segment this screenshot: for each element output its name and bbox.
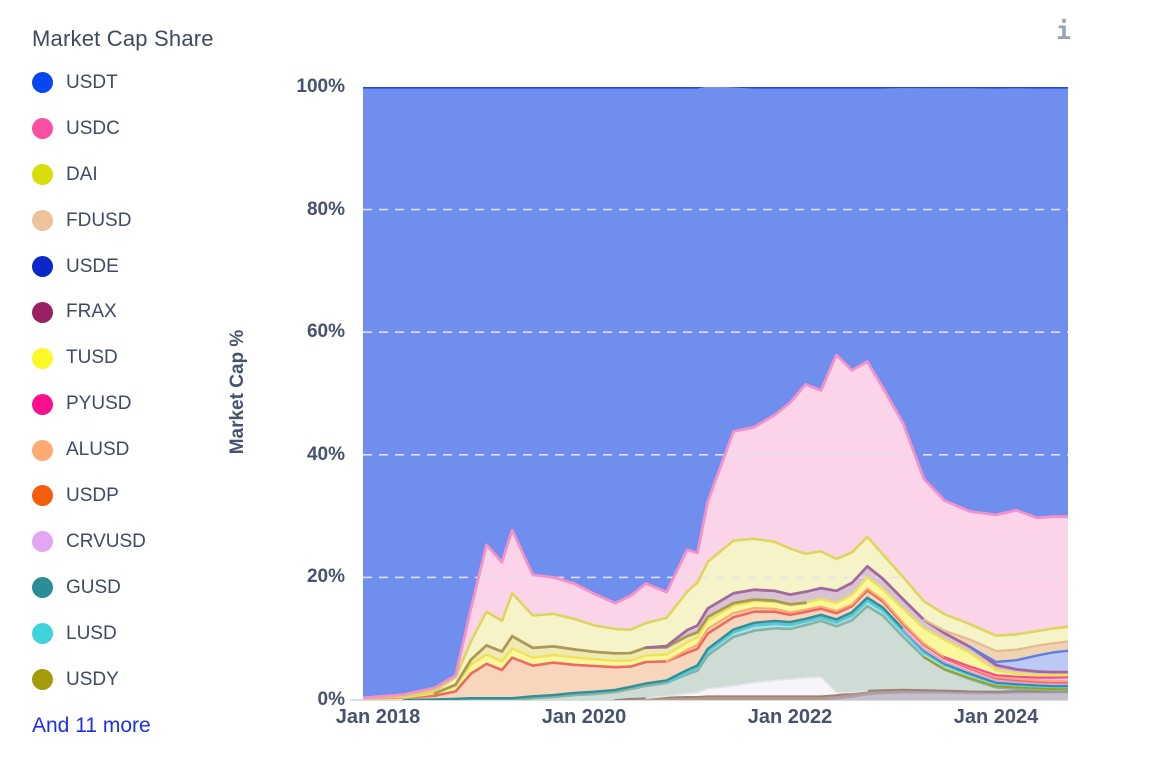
legend-item-label: FRAX [66, 301, 117, 323]
usdc-legend-dot [32, 118, 53, 140]
pyusd-legend-dot [32, 393, 53, 415]
lusd-legend-dot [32, 623, 53, 645]
y-tick-0: 0% [317, 689, 345, 710]
tusd-legend-dot [32, 347, 53, 369]
legend-item-label: GUSD [66, 576, 121, 598]
stacked-area-chart-canvas[interactable] [363, 87, 1068, 700]
legend-item-label: DAI [66, 163, 98, 185]
legend-item-label: TUSD [66, 347, 118, 369]
area-usdc [363, 354, 1068, 698]
legend-item-label: USDP [66, 484, 119, 506]
y-tick-60: 60% [306, 321, 345, 342]
line-frax [644, 565, 1068, 674]
legend-item-label: USDY [66, 668, 119, 690]
legend-item-crvusd[interactable]: CRVUSD [32, 519, 146, 565]
legend: USDT USDC DAI FDUSD USDE FRAX TUSD PYUSD ALUSD US… [32, 60, 146, 702]
legend-item-pyusd[interactable]: PYUSD [32, 381, 146, 427]
legend-item-label: USDC [66, 117, 120, 139]
legend-item-tusd[interactable]: TUSD [32, 335, 146, 381]
area-more-sage [363, 606, 1068, 700]
legend-item-label: CRVUSD [66, 530, 146, 552]
area-usdt [363, 87, 1068, 698]
area-usdp [363, 590, 1068, 700]
line-fdusd [922, 618, 1068, 653]
legend-item-usdy[interactable]: USDY [32, 657, 146, 703]
legend-item-label: LUSD [66, 622, 117, 644]
y-tick-40: 40% [306, 444, 345, 465]
x-tick-jan-2020: Jan 2020 [541, 706, 627, 728]
area-tusd [363, 577, 1068, 699]
gusd-legend-dot [32, 577, 53, 599]
x-tick-jan-2018: Jan 2018 [335, 706, 421, 728]
legend-item-usdt[interactable]: USDT [32, 60, 146, 106]
usdp-legend-dot [32, 485, 53, 507]
legend-item-label: ALUSD [66, 439, 130, 461]
legend-item-lusd[interactable]: LUSD [32, 611, 146, 657]
line-gusd [403, 596, 1068, 700]
line-tusd [403, 576, 1068, 699]
crvusd-legend-dot [32, 531, 53, 553]
line-pyusd [943, 656, 1068, 679]
info-icon[interactable]: i [1056, 16, 1072, 45]
legend-item-dai[interactable]: DAI [32, 152, 146, 198]
line-usdy [923, 656, 1068, 690]
legend-item-fdusd[interactable]: FDUSD [32, 198, 146, 244]
page-title: Market Cap Share [32, 26, 214, 51]
fdusd-legend-dot [32, 210, 53, 232]
x-axis-line [350, 699, 1068, 701]
legend-item-label: USDE [66, 255, 119, 277]
frax-legend-dot [32, 301, 53, 323]
y-tick-20: 20% [306, 566, 345, 587]
line-more-brown [614, 688, 1068, 700]
x-tick-jan-2024: Jan 2024 [953, 706, 1039, 728]
legend-item-usdp[interactable]: USDP [32, 473, 146, 519]
usdy-legend-dot [32, 669, 53, 691]
line-more-olive [433, 598, 807, 695]
usdt-legend-dot [32, 72, 53, 94]
usde-legend-dot [32, 256, 53, 277]
x-tick-jan-2022: Jan 2022 [747, 706, 833, 728]
dai-legend-dot [32, 164, 53, 186]
y-tick-100: 100% [296, 76, 345, 97]
line-crvusd [902, 628, 1068, 686]
line-alusd [665, 587, 1068, 682]
legend-item-alusd[interactable]: ALUSD [32, 427, 146, 473]
legend-item-label: PYUSD [66, 393, 132, 415]
line-more-gray [820, 691, 1068, 700]
legend-item-usdc[interactable]: USDC [32, 106, 146, 152]
line-more-sage [510, 604, 1068, 700]
line-dai [363, 535, 1068, 700]
area-more-gray [363, 692, 1068, 700]
legend-item-gusd[interactable]: GUSD [32, 565, 146, 611]
legend-item-frax[interactable]: FRAX [32, 289, 146, 335]
legend-item-usde[interactable]: USDE [32, 244, 146, 290]
y-tick-80: 80% [306, 199, 345, 220]
line-more-white [645, 676, 869, 699]
line-lusd [665, 600, 1068, 689]
line-usdp [363, 589, 1068, 700]
legend-show-more-link[interactable]: And 11 more [32, 714, 151, 737]
alusd-legend-dot [32, 439, 53, 461]
line-usdc [363, 353, 1068, 700]
y-axis-label: Market Cap % [227, 329, 248, 455]
legend-item-label: FDUSD [66, 209, 132, 231]
legend-item-label: USDT [66, 71, 118, 93]
line-usde [969, 645, 1068, 664]
